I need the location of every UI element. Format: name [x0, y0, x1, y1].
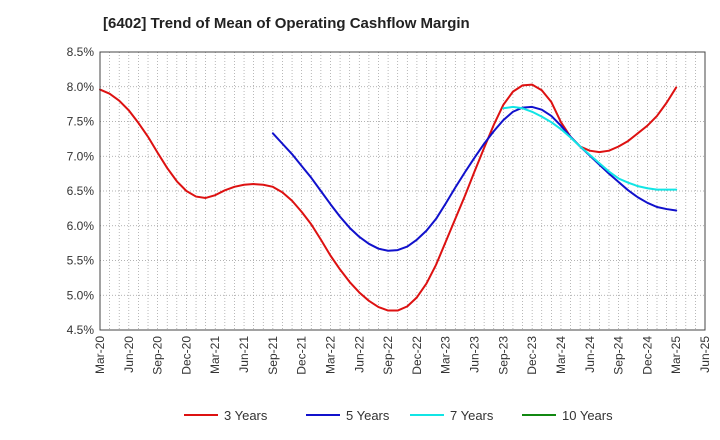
x-tick-label: Sep-20 — [151, 336, 165, 375]
x-tick-label: Mar-25 — [669, 336, 683, 374]
x-tick-label: Dec-21 — [295, 336, 309, 375]
series-line-1 — [271, 105, 678, 252]
x-tick-label: Sep-24 — [612, 336, 626, 375]
x-tick-label: Dec-24 — [640, 336, 654, 375]
y-tick-label: 6.5% — [67, 184, 95, 198]
series-line-2 — [502, 105, 678, 191]
axis-layer: 4.5% 5.0% 5.5% 6.0% 6.5% 7.0% 7.5% 8.0% 8.5% Mar-… — [67, 45, 712, 375]
x-tick-label: Dec-22 — [410, 336, 424, 375]
legend-label: 5 Years — [346, 408, 390, 423]
x-tick-label: Mar-23 — [439, 336, 453, 374]
x-tick-label: Dec-20 — [179, 336, 193, 375]
legend-label: 10 Years — [562, 408, 613, 423]
y-tick-label: 6.0% — [67, 219, 95, 233]
legend-label: 3 Years — [224, 408, 268, 423]
x-tick-label: Mar-21 — [208, 336, 222, 374]
x-tick-label: Jun-21 — [237, 336, 251, 373]
y-tick-label: 8.0% — [67, 80, 95, 94]
x-tick-label: Jun-25 — [698, 336, 712, 373]
x-tick-label: Jun-22 — [352, 336, 366, 373]
x-tick-label: Sep-23 — [496, 336, 510, 375]
plot-frame — [99, 51, 706, 331]
legend: 3 Years 5 Years 7 Years 10 Years — [184, 408, 613, 423]
x-tick-label: Mar-24 — [554, 336, 568, 374]
x-tick-label: Sep-21 — [266, 336, 280, 375]
grid-layer — [100, 52, 705, 330]
x-tick-label: Jun-20 — [122, 336, 136, 373]
y-tick-label: 7.5% — [67, 115, 95, 129]
y-tick-label: 4.5% — [67, 323, 95, 337]
y-tick-label: 5.0% — [67, 288, 95, 302]
series-layer — [99, 83, 678, 312]
legend-label: 7 Years — [450, 408, 494, 423]
x-tick-label: Sep-22 — [381, 336, 395, 375]
y-tick-label: 8.5% — [67, 45, 95, 59]
chart-title: [6402] Trend of Mean of Operating Cashfl… — [103, 15, 470, 32]
y-tick-label: 7.0% — [67, 149, 95, 163]
x-tick-label: Dec-23 — [525, 336, 539, 375]
x-tick-label: Jun-23 — [468, 336, 482, 373]
x-tick-label: Mar-20 — [93, 336, 107, 374]
y-tick-label: 5.5% — [67, 254, 95, 268]
x-tick-label: Jun-24 — [583, 336, 597, 373]
x-tick-label: Mar-22 — [323, 336, 337, 374]
